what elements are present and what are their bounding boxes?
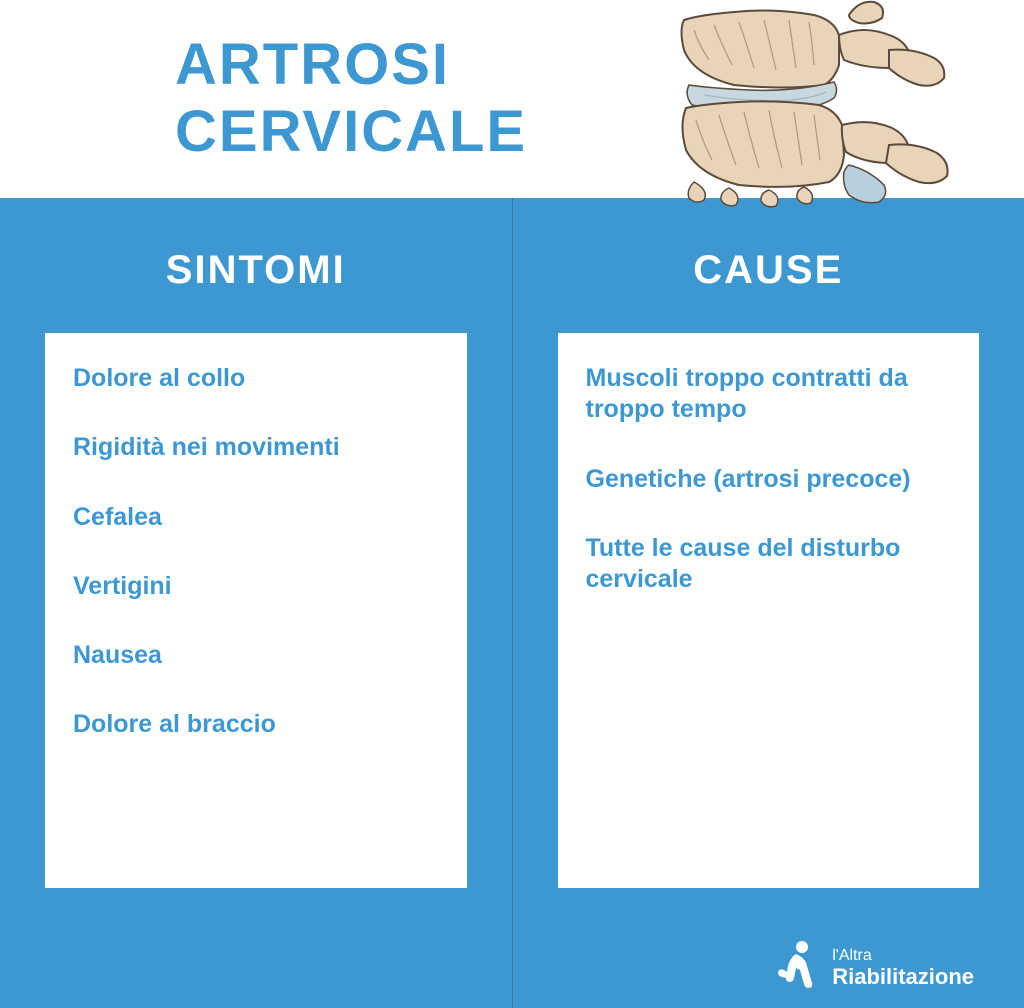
header-section: ARTROSI CERVICALE — [0, 0, 1024, 198]
sintomi-item: Dolore al collo — [73, 363, 439, 394]
sintomi-header: SINTOMI — [45, 248, 467, 293]
brand-logo: l'Altra Riabilitazione — [776, 940, 974, 990]
cause-header: CAUSE — [558, 248, 980, 293]
cause-item: Muscoli troppo contratti da troppo tempo — [586, 363, 952, 426]
title-line-2: CERVICALE — [175, 99, 527, 166]
brand-text-small: l'Altra — [832, 947, 872, 964]
sintomi-item: Nausea — [73, 640, 439, 671]
sintomi-item: Rigidità nei movimenti — [73, 432, 439, 463]
sintomi-item: Dolore al braccio — [73, 709, 439, 740]
title-line-1: ARTROSI — [175, 32, 527, 99]
cause-item: Genetiche (artrosi precoce) — [586, 464, 952, 495]
brand-text-main: Riabilitazione — [832, 964, 974, 989]
sintomi-item: Cefalea — [73, 502, 439, 533]
cause-item: Tutte le cause del disturbo cervicale — [586, 533, 952, 596]
right-column: CAUSE Muscoli troppo contratti da troppo… — [513, 198, 1024, 1008]
columns-container: SINTOMI Dolore al collo Rigidità nei mov… — [0, 198, 1024, 1008]
brand-text: l'Altra Riabilitazione — [832, 941, 974, 989]
sintomi-box: Dolore al collo Rigidità nei movimenti C… — [45, 333, 467, 888]
left-column: SINTOMI Dolore al collo Rigidità nei mov… — [0, 198, 513, 1008]
person-icon — [776, 940, 820, 990]
sintomi-item: Vertigini — [73, 571, 439, 602]
vertebrae-icon — [654, 0, 964, 240]
cause-box: Muscoli troppo contratti da troppo tempo… — [558, 333, 980, 888]
page-title: ARTROSI CERVICALE — [175, 32, 527, 165]
